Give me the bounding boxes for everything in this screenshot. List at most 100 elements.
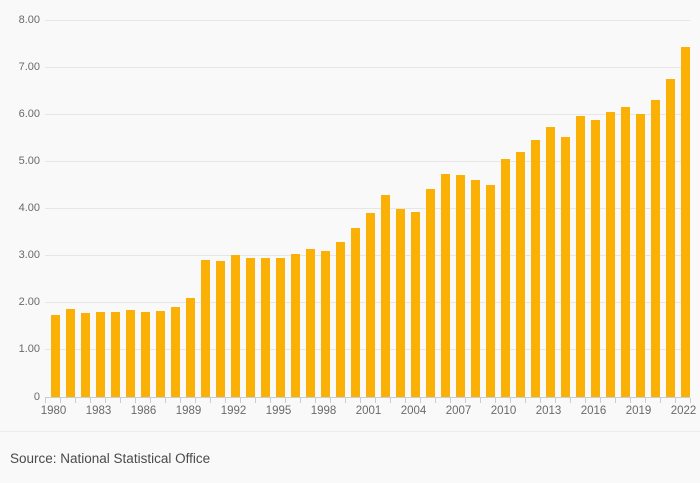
x-axis-tick: [480, 398, 481, 403]
y-axis-label: 1.00: [18, 343, 40, 356]
bar-2012: [531, 140, 540, 397]
x-axis-tick: [405, 398, 406, 403]
bar-2020: [651, 99, 660, 397]
bar-1994: [261, 257, 270, 397]
bar-chart: 0 1.00 2.00 3.00 4.00 5.00 6.00 7.00 8.00 1980 198…: [18, 13, 697, 417]
bar-2006: [441, 174, 450, 397]
bar-2009: [486, 184, 495, 397]
footer-divider: [0, 431, 700, 432]
x-axis-tick: [75, 398, 76, 403]
x-axis-label: 2019: [625, 405, 652, 417]
x-axis-tick: [345, 398, 346, 403]
x-axis-tick: [585, 398, 586, 403]
y-gridline: [45, 160, 690, 162]
x-axis-tick: [315, 398, 316, 403]
bar-2007: [456, 175, 465, 397]
x-axis-tick: [465, 398, 466, 403]
bar-2016: [591, 120, 600, 397]
bar-1983: [96, 311, 105, 397]
x-axis-tick: [90, 398, 91, 403]
source-text: Source: National Statistical Office: [10, 451, 211, 466]
bar-2015: [576, 115, 585, 397]
x-axis-tick: [150, 398, 151, 403]
x-axis-tick: [675, 398, 676, 403]
y-axis-label: 5.00: [18, 154, 40, 167]
y-gridline: [45, 66, 690, 68]
bar-1986: [141, 312, 150, 397]
x-axis-label: 1983: [85, 405, 112, 417]
y-gridline: [45, 113, 690, 115]
x-axis-tick: [120, 398, 121, 403]
bar-2001: [366, 213, 375, 397]
bar-1980: [51, 314, 60, 397]
bar-2002: [381, 194, 390, 397]
x-axis-tick: [300, 398, 301, 403]
x-axis-tick: [375, 398, 376, 403]
bar-1996: [291, 253, 300, 397]
x-axis-tick: [225, 398, 226, 403]
x-axis-label: 2001: [355, 405, 382, 417]
bar-2010: [501, 159, 510, 397]
x-axis-tick: [255, 398, 256, 403]
bar-2004: [411, 211, 420, 397]
bar-1998: [321, 250, 330, 397]
x-axis-tick: [180, 398, 181, 403]
x-axis-tick: [270, 398, 271, 403]
bar-1999: [336, 242, 345, 397]
x-axis-label: 2010: [490, 405, 517, 417]
x-axis-tick: [570, 398, 571, 403]
x-axis-tick: [630, 398, 631, 403]
bar-1981: [66, 309, 75, 397]
bar-2003: [396, 208, 405, 397]
x-axis-label: 2013: [535, 405, 562, 417]
bar-2005: [426, 189, 435, 397]
x-axis-label: 1989: [175, 405, 202, 417]
x-axis-tick: [450, 398, 451, 403]
y-axis-label: 3.00: [18, 249, 40, 262]
bar-2014: [561, 137, 570, 397]
x-axis-tick: [600, 398, 601, 403]
x-axis-tick: [240, 398, 241, 403]
bar-2017: [606, 111, 615, 397]
y-axis-label: 0: [33, 390, 40, 403]
y-axis-label: 7.00: [18, 60, 40, 73]
x-axis-tick: [555, 398, 556, 403]
x-axis-label: 1980: [40, 405, 67, 417]
y-axis-label: 2.00: [18, 296, 40, 309]
x-axis-label: 1992: [220, 405, 247, 417]
y-axis-label: 8.00: [18, 13, 40, 26]
bar-2011: [516, 151, 525, 397]
x-axis-label: 1995: [265, 405, 292, 417]
x-axis-tick: [525, 398, 526, 403]
x-axis-tick: [510, 398, 511, 403]
bar-1987: [156, 310, 165, 397]
x-axis-tick: [660, 398, 661, 403]
x-axis-label: 1986: [130, 405, 157, 417]
bar-1984: [111, 311, 120, 397]
x-axis-tick: [495, 398, 496, 403]
x-axis-label: 2007: [445, 405, 472, 417]
x-axis-tick: [420, 398, 421, 403]
bar-2008: [471, 179, 480, 397]
x-axis-tick: [285, 398, 286, 403]
x-axis-tick: [135, 398, 136, 403]
x-axis-tick: [45, 398, 46, 403]
bar-1995: [276, 257, 285, 397]
bar-2022: [681, 46, 690, 397]
bar-1991: [216, 260, 225, 397]
x-axis-tick: [60, 398, 61, 403]
bar-1997: [306, 249, 315, 397]
x-axis-label: 1998: [310, 405, 337, 417]
y-axis-label: 6.00: [18, 107, 40, 120]
bar-2000: [351, 228, 360, 397]
x-axis-tick: [615, 398, 616, 403]
x-axis-tick: [435, 398, 436, 403]
y-gridline: [45, 19, 690, 21]
bar-1992: [231, 255, 240, 397]
bar-2021: [666, 79, 675, 397]
y-gridline: [45, 208, 690, 209]
x-axis-label: 2004: [400, 405, 427, 417]
x-axis-tick: [645, 398, 646, 403]
x-axis-tick: [165, 398, 166, 403]
